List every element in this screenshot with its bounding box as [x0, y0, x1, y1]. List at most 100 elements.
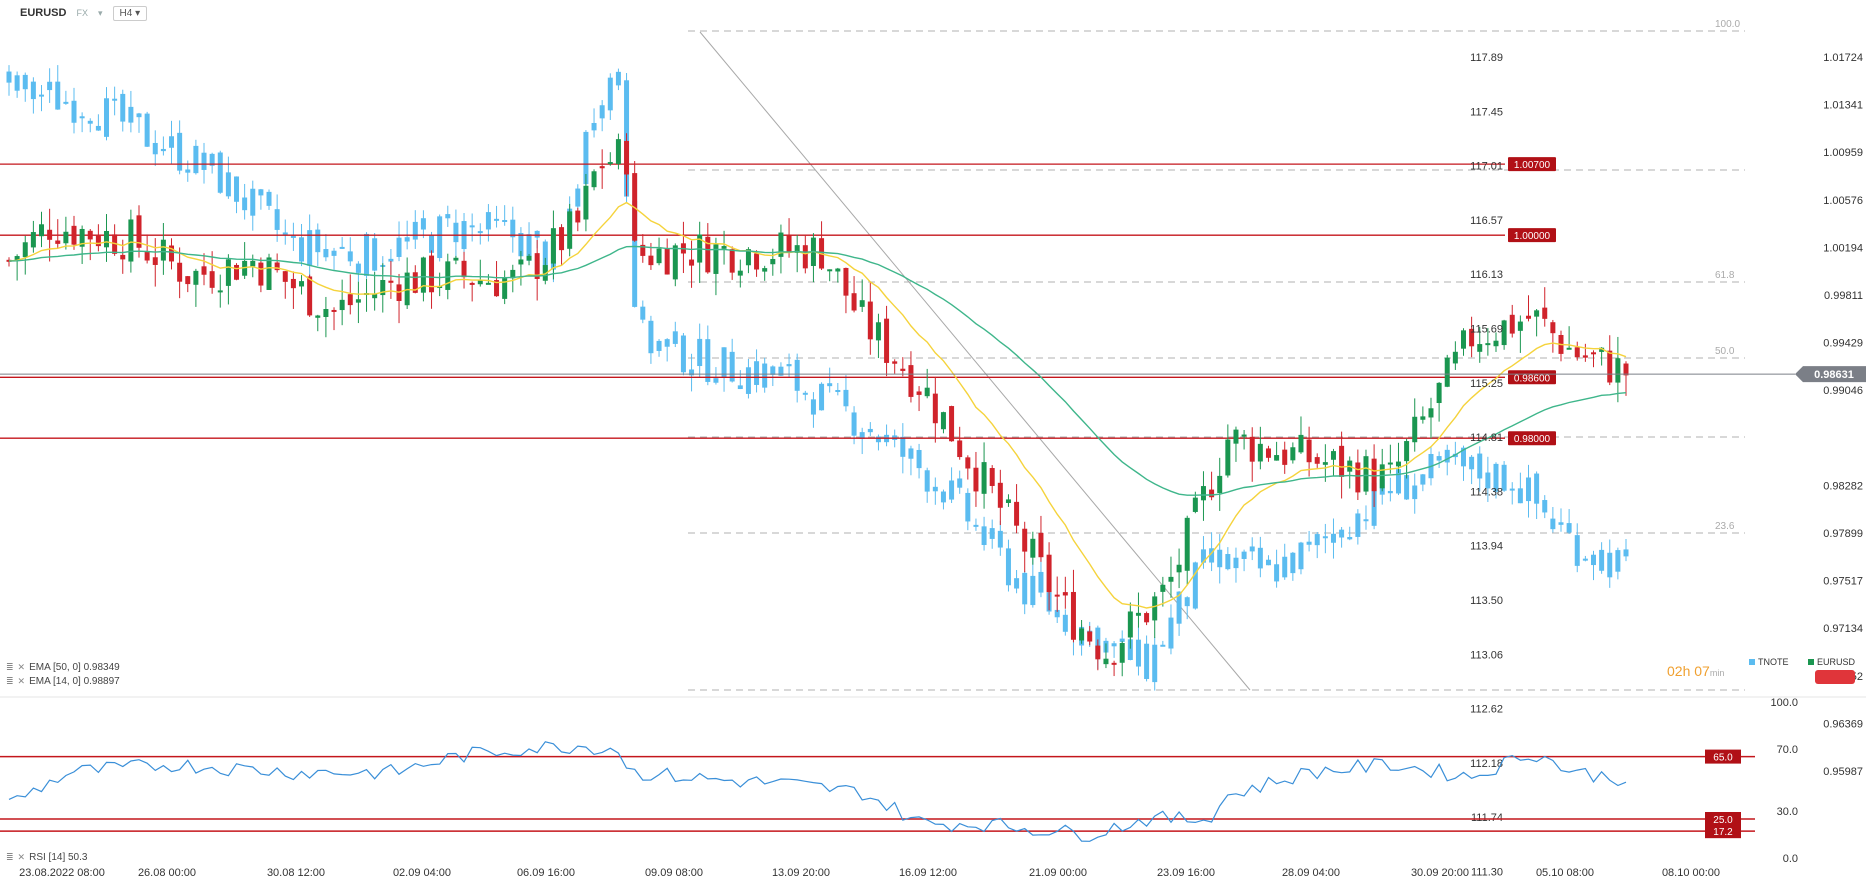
tnote-bar	[1582, 558, 1588, 561]
tnote-bar	[713, 378, 719, 383]
eurusd-down-candle	[1144, 613, 1150, 623]
eurusd-up-candle	[1298, 434, 1304, 453]
eurusd-down-candle	[388, 280, 394, 283]
eurusd-up-candle	[745, 249, 751, 266]
eurusd-up-candle	[1322, 462, 1328, 465]
close-icon[interactable]: ✕	[17, 852, 26, 862]
eurusd-down-candle	[1265, 448, 1271, 458]
eurusd-down-candle	[1282, 449, 1288, 465]
settings-icon[interactable]: ≣	[6, 852, 14, 862]
close-icon[interactable]: ✕	[17, 676, 26, 686]
tnote-bar	[1501, 464, 1507, 491]
eurusd-up-candle	[656, 248, 662, 264]
tnote-tick-label: 116.13	[1470, 269, 1503, 281]
tnote-bar	[1274, 564, 1280, 582]
tnote-bar	[258, 189, 264, 196]
tnote-bar	[339, 246, 345, 249]
tnote-bar	[412, 221, 418, 240]
eurusd-down-candle	[169, 245, 175, 262]
tnote-bar	[234, 176, 240, 202]
eurusd-down-candle	[258, 262, 264, 286]
eurusd-down-candle	[884, 318, 890, 363]
eurusd-up-candle	[128, 219, 134, 262]
tnote-bar	[932, 486, 938, 492]
chevron-down-icon[interactable]: ▾	[97, 7, 103, 18]
tnote-bar	[63, 101, 69, 104]
eurusd-down-candle	[331, 309, 337, 312]
x-tick-label: 06.09 16:00	[517, 867, 575, 879]
tnote-tick-label: 115.69	[1470, 324, 1503, 336]
tnote-bar	[274, 209, 280, 230]
tnote-tick-label: 112.18	[1470, 758, 1503, 770]
eurusd-up-candle	[266, 257, 272, 290]
eurusd-tick-label: 0.98282	[1823, 480, 1863, 492]
eurusd-down-candle	[689, 259, 695, 266]
tnote-tick-label: 113.50	[1470, 595, 1503, 607]
tnote-bar	[1127, 639, 1133, 660]
tnote-bar	[729, 351, 735, 382]
eurusd-up-candle	[250, 260, 256, 267]
eurusd-down-candle	[201, 266, 207, 275]
eurusd-up-candle	[63, 231, 69, 244]
tnote-bar	[1460, 447, 1466, 467]
symbol-label[interactable]: EURUSD	[20, 7, 67, 19]
tnote-tick-label: 117.01	[1470, 161, 1503, 173]
tnote-bar	[1599, 549, 1605, 571]
eurusd-up-candle	[1517, 321, 1523, 331]
tnote-bar	[900, 436, 906, 457]
tnote-bar	[6, 71, 12, 83]
eurusd-legend[interactable]: EURUSD	[1808, 657, 1855, 667]
trend-line	[699, 31, 1251, 691]
eurusd-up-candle	[1103, 658, 1109, 665]
level-label-1.00000: 1.00000	[1514, 231, 1551, 242]
eurusd-down-candle	[705, 236, 711, 273]
rsi-tick-label: 0.0	[1783, 853, 1798, 865]
tnote-bar	[656, 340, 662, 351]
tnote-bar	[1144, 643, 1150, 679]
eurusd-down-candle	[1087, 631, 1093, 642]
eurusd-up-candle	[217, 290, 223, 293]
eurusd-up-candle	[1420, 416, 1426, 420]
settings-icon[interactable]: ≣	[6, 676, 14, 686]
x-tick-label: 23.09 16:00	[1157, 867, 1215, 879]
tnote-bar	[1135, 639, 1141, 667]
eurusd-up-candle	[420, 257, 426, 293]
tnote-bar	[404, 237, 410, 242]
tnote-bar	[445, 214, 451, 219]
rsi-tick-label: 70.0	[1777, 744, 1798, 756]
tnote-bar	[1355, 513, 1361, 537]
ema14-legend[interactable]: ≣ ✕ EMA [14, 0] 0.98897	[6, 676, 120, 687]
eurusd-up-candle	[1493, 340, 1499, 347]
timer-unit: min	[1709, 668, 1725, 678]
eurusd-down-candle	[136, 215, 142, 248]
tnote-bar	[87, 120, 93, 124]
tnote-bar	[169, 136, 175, 148]
tnote-legend[interactable]: TNOTE	[1749, 657, 1789, 667]
eurusd-down-candle	[307, 276, 313, 316]
eurusd-up-candle	[615, 139, 621, 164]
eurusd-legend-label: EURUSD	[1817, 657, 1856, 667]
ema50-legend[interactable]: ≣ ✕ EMA [50, 0] 0.98349	[6, 662, 120, 673]
rsi-legend[interactable]: ≣ ✕ RSI [14] 50.3	[6, 852, 87, 863]
eurusd-up-candle	[299, 281, 305, 287]
timer-value: 02h 07	[1667, 663, 1710, 679]
tnote-bar	[1290, 552, 1296, 574]
timeframe-select[interactable]: H4 ▾	[112, 5, 148, 21]
eurusd-tick-label: 1.01724	[1823, 52, 1863, 64]
x-tick-label: 21.09 00:00	[1029, 867, 1087, 879]
tnote-bar	[786, 364, 792, 367]
eurusd-down-candle	[867, 301, 873, 340]
tnote-bar	[973, 524, 979, 527]
close-icon[interactable]: ✕	[17, 662, 26, 672]
tnote-bar	[705, 339, 711, 382]
current-price-label: 0.98631	[1814, 369, 1854, 381]
eurusd-color-badge[interactable]	[1815, 670, 1855, 684]
eurusd-up-candle	[1395, 461, 1401, 467]
eurusd-up-candle	[242, 260, 248, 276]
settings-icon[interactable]: ≣	[6, 662, 14, 672]
eurusd-up-candle	[526, 255, 532, 261]
eurusd-up-candle	[1217, 475, 1223, 494]
eurusd-up-candle	[737, 270, 743, 276]
eurusd-up-candle	[1030, 538, 1036, 558]
